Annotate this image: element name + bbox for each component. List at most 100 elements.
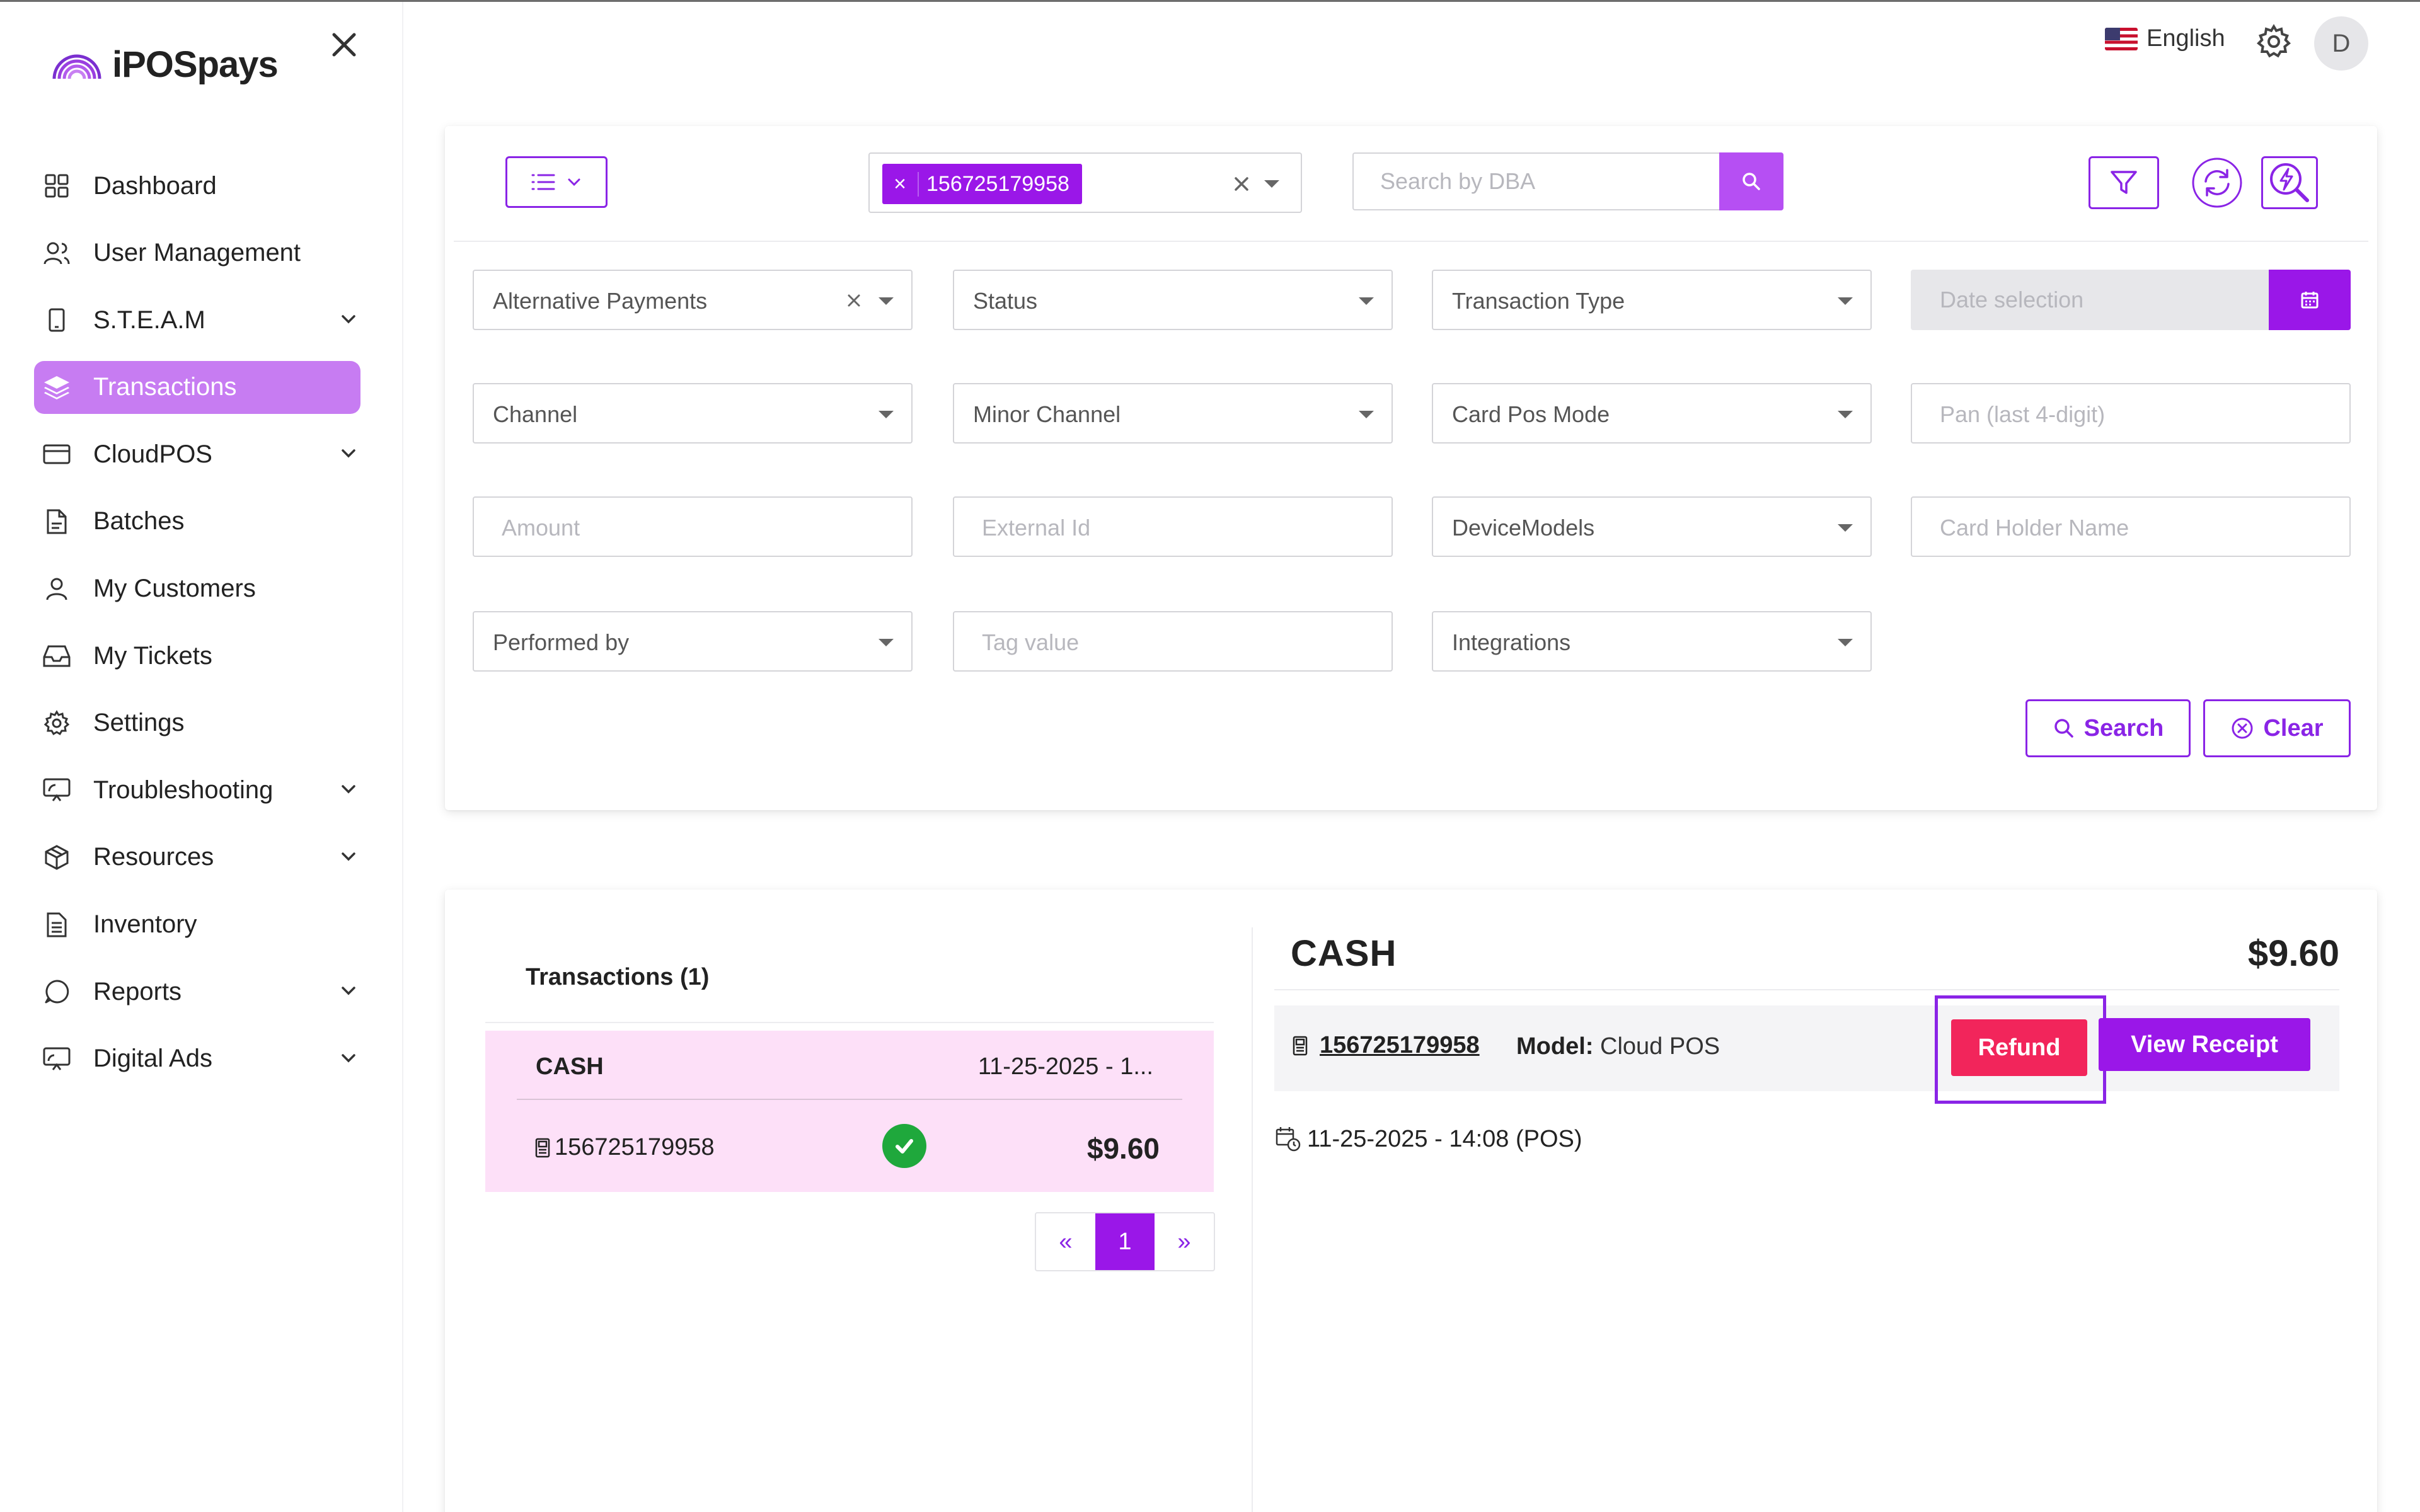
sidebar-item-reports[interactable]: Reports xyxy=(34,965,360,1018)
sidebar-item-label: CloudPOS xyxy=(93,440,212,468)
pager-page[interactable]: 1 xyxy=(1095,1213,1155,1270)
chevron-down-icon xyxy=(342,449,355,458)
sidebar: iPOSpays Dashboard User Management S.T.E… xyxy=(0,2,403,1512)
minor-channel-select[interactable]: Minor Channel xyxy=(953,383,1393,444)
performed-by-select[interactable]: Performed by xyxy=(473,611,913,672)
integrations-placeholder: Integrations xyxy=(1452,629,1571,655)
brand-name: iPOSpays xyxy=(112,44,279,85)
dba-search-button[interactable] xyxy=(1719,152,1783,210)
sidebar-item-label: Dashboard xyxy=(93,171,217,200)
device-multiselect[interactable]: × 156725179958 xyxy=(868,152,1302,213)
sidebar-item-dashboard[interactable]: Dashboard xyxy=(34,159,360,212)
divider xyxy=(517,1099,1182,1100)
divider xyxy=(485,1022,1214,1023)
sidebar-item-settings[interactable]: Settings xyxy=(34,697,360,750)
sidebar-item-my-tickets[interactable]: My Tickets xyxy=(34,629,360,682)
close-sidebar-icon[interactable] xyxy=(325,26,363,64)
device-models-select[interactable]: DeviceModels xyxy=(1432,496,1872,557)
chevron-down-icon xyxy=(342,315,355,324)
clear-button[interactable]: Clear xyxy=(2203,699,2351,757)
calendar-icon xyxy=(2301,292,2319,309)
transactions-count-title: Transactions (1) xyxy=(526,964,710,990)
card-pos-mode-placeholder: Card Pos Mode xyxy=(1452,401,1610,427)
chat-bubble-icon xyxy=(42,976,72,1007)
payment-type-select[interactable]: Alternative Payments xyxy=(473,270,913,330)
dba-search-input[interactable] xyxy=(1352,152,1719,210)
dropdown-caret-icon xyxy=(879,411,894,418)
refresh-button[interactable] xyxy=(2182,156,2252,209)
clear-selection-icon[interactable] xyxy=(1229,171,1254,197)
view-toggle-button[interactable] xyxy=(505,156,608,208)
card-holder-input[interactable]: Card Holder Name xyxy=(1911,496,2351,557)
sidebar-item-steam[interactable]: S.T.E.A.M xyxy=(34,294,360,346)
model-value: Cloud POS xyxy=(1600,1033,1720,1060)
search-button[interactable]: Search xyxy=(2025,699,2191,757)
detail-amount: $9.60 xyxy=(2247,933,2339,974)
divider xyxy=(454,241,2368,242)
minor-channel-placeholder: Minor Channel xyxy=(973,401,1121,427)
refund-button[interactable]: Refund xyxy=(1951,1019,2087,1076)
tag-value-input[interactable]: Tag value xyxy=(953,611,1393,672)
language-selector[interactable]: English xyxy=(2105,25,2225,52)
chevron-down-icon xyxy=(568,178,580,186)
avatar[interactable]: D xyxy=(2314,16,2368,71)
chevron-down-icon xyxy=(342,1053,355,1063)
sidebar-item-label: My Tickets xyxy=(93,641,212,670)
credit-card-icon xyxy=(42,439,72,469)
users-icon xyxy=(42,238,72,268)
status-select[interactable]: Status xyxy=(953,270,1393,330)
detail-datetime: 11-25-2025 - 14:08 (POS) xyxy=(1274,1125,1582,1153)
chevron-down-icon xyxy=(342,987,355,995)
top-border xyxy=(0,0,2420,2)
quick-search-button[interactable] xyxy=(2261,156,2318,209)
sidebar-item-my-customers[interactable]: My Customers xyxy=(34,563,360,616)
amount-input[interactable]: Amount xyxy=(473,496,913,557)
sidebar-item-digital-ads[interactable]: Digital Ads xyxy=(34,1033,360,1085)
sidebar-item-inventory[interactable]: Inventory xyxy=(34,898,360,951)
pan-input[interactable]: Pan (last 4-digit) xyxy=(1911,383,2351,444)
refresh-icon xyxy=(2192,158,2242,208)
card-pos-mode-select[interactable]: Card Pos Mode xyxy=(1432,383,1872,444)
sidebar-item-label: Transactions xyxy=(93,373,237,401)
sidebar-item-transactions[interactable]: Transactions xyxy=(34,360,360,414)
transaction-list-item[interactable]: CASH 11-25-2025 - 1... 156725179958 $9.6… xyxy=(485,1031,1214,1192)
sidebar-item-label: My Customers xyxy=(93,575,256,603)
date-input[interactable]: Date selection xyxy=(1911,270,2269,330)
dropdown-caret-icon[interactable] xyxy=(1264,180,1279,188)
transaction-amount: $9.60 xyxy=(1086,1132,1160,1165)
selected-tag: × 156725179958 xyxy=(882,164,1082,204)
transaction-type-select[interactable]: Transaction Type xyxy=(1432,270,1872,330)
calendar-button[interactable] xyxy=(2269,270,2351,330)
settings-gear-icon[interactable] xyxy=(2256,24,2291,59)
brand-logo[interactable]: iPOSpays xyxy=(50,43,279,86)
external-id-input[interactable]: External Id xyxy=(953,496,1393,557)
performed-by-placeholder: Performed by xyxy=(493,629,630,655)
detail-device-id: 156725179958 xyxy=(1320,1032,1480,1058)
sidebar-item-cloudpos[interactable]: CloudPOS xyxy=(34,428,360,481)
transaction-date: 11-25-2025 - 1... xyxy=(977,1053,1153,1080)
channel-select[interactable]: Channel xyxy=(473,383,913,444)
sidebar-item-batches[interactable]: Batches xyxy=(34,495,360,548)
tag-value-placeholder: Tag value xyxy=(982,629,1080,655)
sidebar-item-label: Digital Ads xyxy=(93,1045,212,1073)
chevron-down-icon xyxy=(342,852,355,861)
detail-device-link[interactable]: 156725179958 xyxy=(1291,1032,1480,1059)
layers-icon xyxy=(42,372,72,403)
detail-transaction-type: CASH xyxy=(1291,933,1397,974)
pager-prev[interactable]: « xyxy=(1059,1228,1073,1255)
device-id: 156725179958 xyxy=(555,1134,715,1160)
pager-next[interactable]: » xyxy=(1177,1228,1191,1255)
sidebar-item-user-management[interactable]: User Management xyxy=(34,227,360,280)
sidebar-item-label: Troubleshooting xyxy=(93,776,274,804)
clear-icon[interactable] xyxy=(843,290,865,311)
transaction-type: CASH xyxy=(536,1053,604,1080)
sidebar-item-label: Resources xyxy=(93,843,214,871)
filter-button[interactable] xyxy=(2089,156,2159,209)
dropdown-caret-icon xyxy=(1838,524,1853,532)
view-receipt-button[interactable]: View Receipt xyxy=(2099,1018,2310,1071)
sidebar-item-resources[interactable]: Resources xyxy=(34,831,360,884)
integrations-select[interactable]: Integrations xyxy=(1432,611,1872,672)
search-icon xyxy=(1743,173,1760,190)
tag-remove-button[interactable]: × xyxy=(882,171,919,197)
sidebar-item-troubleshooting[interactable]: Troubleshooting xyxy=(34,764,360,816)
